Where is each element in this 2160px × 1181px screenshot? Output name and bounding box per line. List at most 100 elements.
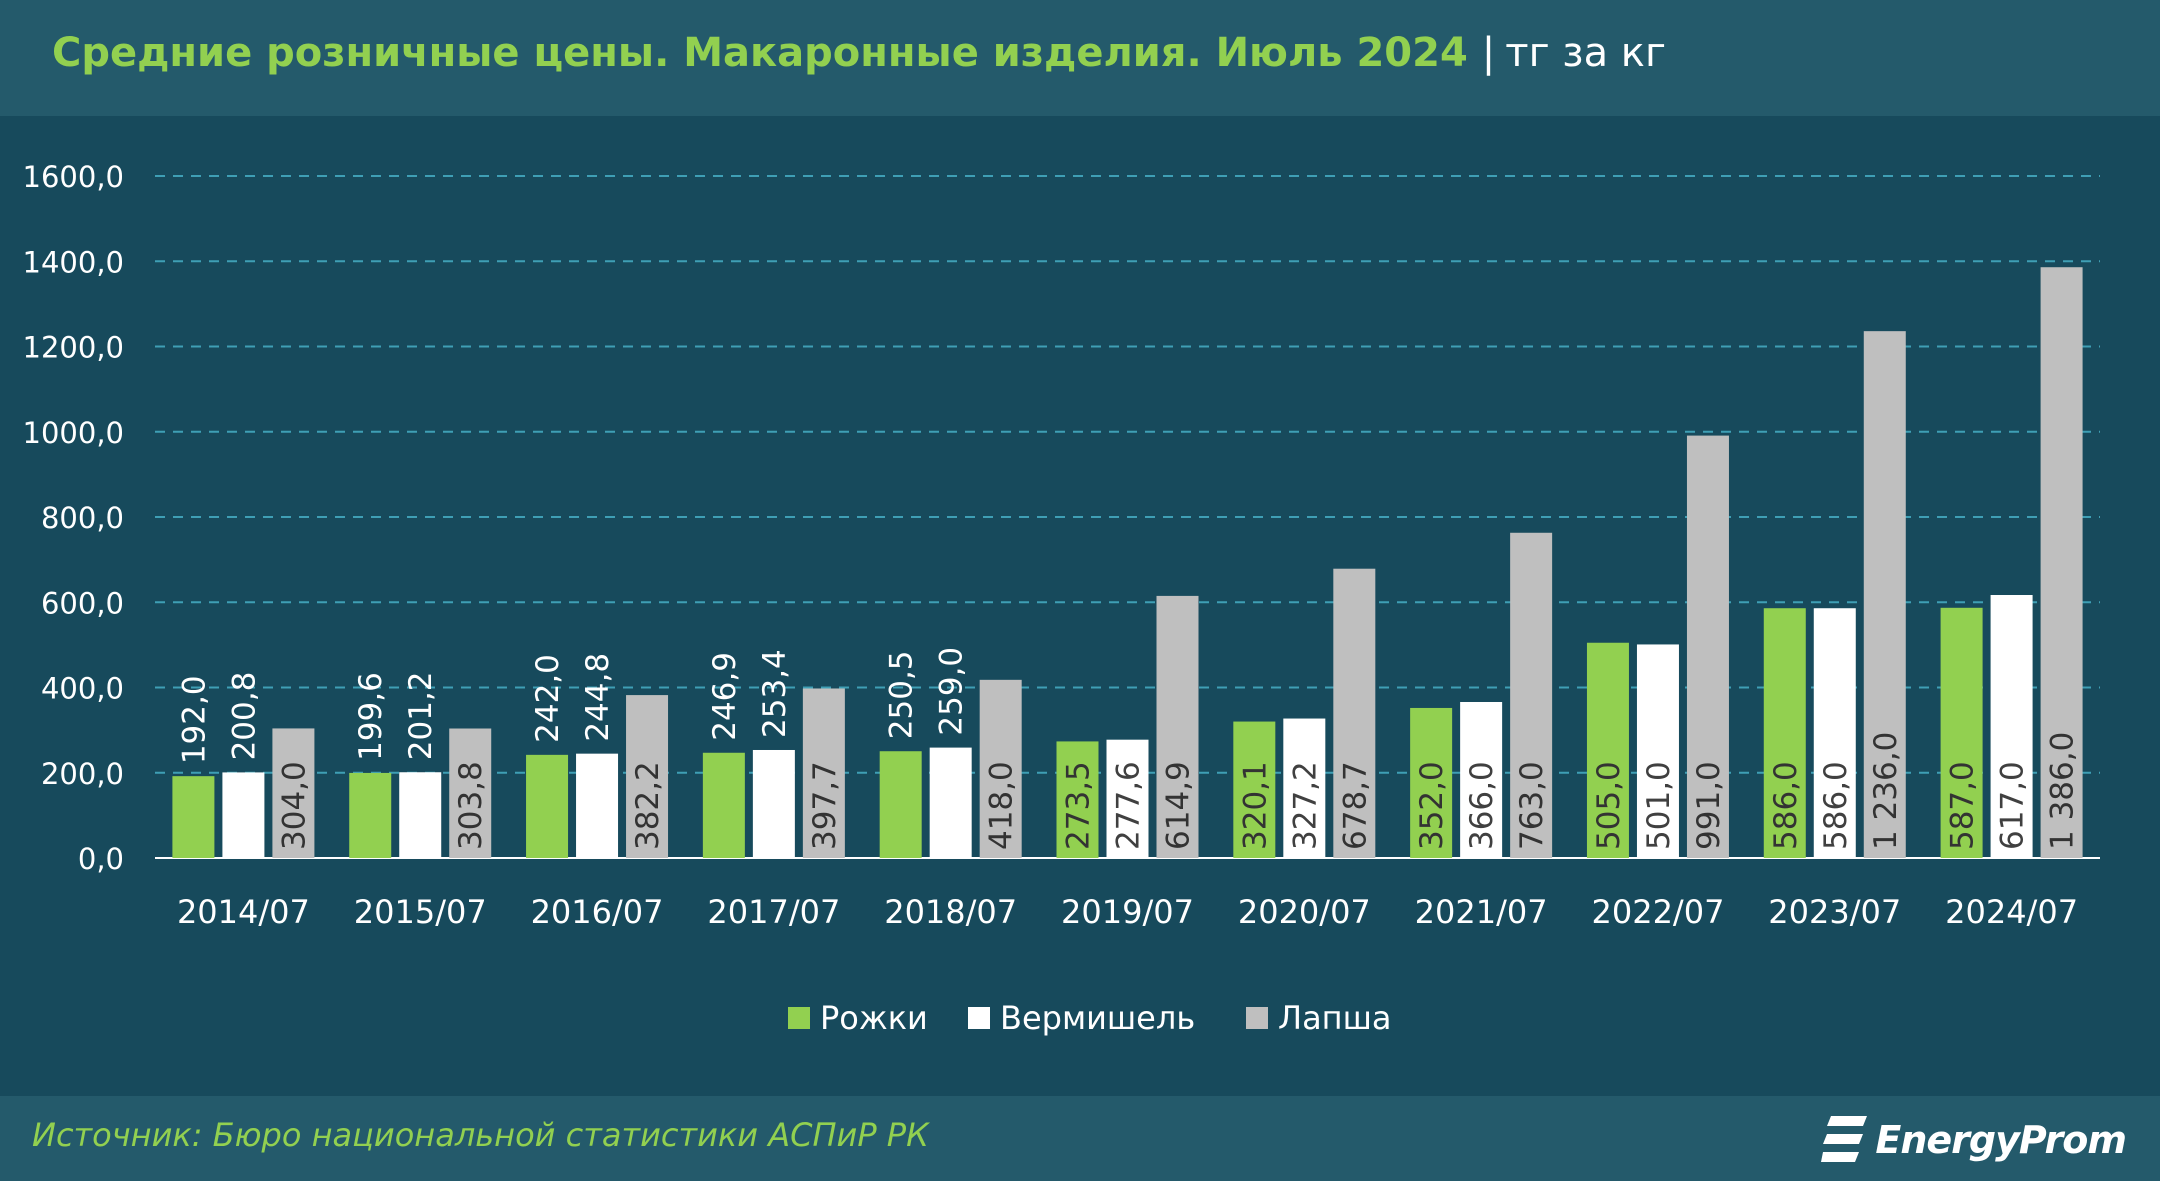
bar-Вермишель xyxy=(1106,739,1149,858)
data-label: 242,0 xyxy=(530,654,566,743)
data-label: 397,7 xyxy=(807,761,843,850)
bar-Рожки xyxy=(1410,707,1453,858)
y-tick-label: 0,0 xyxy=(78,842,124,876)
bar-Рожки xyxy=(526,754,569,858)
legend-label: Вермишель xyxy=(1000,999,1195,1037)
bar-Вермишель xyxy=(1636,644,1679,858)
data-label: 587,0 xyxy=(1945,761,1981,850)
data-label: 199,6 xyxy=(353,672,389,761)
x-tick-label: 2023/07 xyxy=(1768,893,1901,931)
bar-Рожки xyxy=(349,772,392,858)
data-label: 505,0 xyxy=(1591,761,1627,850)
bar-Лапша xyxy=(1686,435,1729,858)
bar-Лапша xyxy=(272,728,315,858)
footer: Источник: Бюро национальной статистики А… xyxy=(0,1096,2160,1181)
chart-title: Средние розничные цены. Макаронные издел… xyxy=(52,30,1666,76)
chart-area: 0,0 200,0 400,0 600,0 800,0 1000,0 1200,0 1400,… xyxy=(0,116,2160,1096)
x-tick-label: 2014/07 xyxy=(177,893,310,931)
data-label: 246,9 xyxy=(707,652,743,741)
legend-swatch xyxy=(968,1007,990,1029)
data-label: 617,0 xyxy=(1995,761,2031,850)
data-label: 192,0 xyxy=(176,675,212,764)
x-tick-label: 2020/07 xyxy=(1238,893,1371,931)
data-label: 277,6 xyxy=(1111,761,1147,850)
bar-Рожки xyxy=(1233,721,1276,858)
data-label: 304,0 xyxy=(276,761,312,850)
bar-Лапша xyxy=(449,728,492,858)
bar-Лапша xyxy=(1863,331,1906,858)
bar-chart: 0,0 200,0 400,0 600,0 800,0 1000,0 1200,0 1400,… xyxy=(23,160,2100,1037)
bar-Вермишель xyxy=(576,753,619,858)
bar-Рожки xyxy=(1056,741,1099,858)
data-label: 1 236,0 xyxy=(1868,732,1904,850)
bar-Лапша xyxy=(802,688,845,858)
data-label: 366,0 xyxy=(1464,761,1500,850)
data-label: 418,0 xyxy=(984,761,1020,850)
bar-Лапша xyxy=(626,695,669,858)
bar-Вермишель xyxy=(1813,608,1856,858)
bar-Вермишель xyxy=(1460,701,1503,858)
data-label: 200,8 xyxy=(226,672,262,761)
y-tick-label: 1600,0 xyxy=(23,160,124,194)
bar-Лапша xyxy=(979,679,1022,858)
y-tick-label: 1200,0 xyxy=(23,331,124,365)
x-tick-label: 2017/07 xyxy=(707,893,840,931)
data-label: 586,0 xyxy=(1818,761,1854,850)
data-label: 253,4 xyxy=(757,649,793,738)
x-tick-label: 2022/07 xyxy=(1591,893,1724,931)
x-tick-label: 2016/07 xyxy=(531,893,664,931)
data-label: 352,0 xyxy=(1414,761,1450,850)
chart-title-text: Средние розничные цены. Макаронные издел… xyxy=(52,30,1468,76)
y-tick-label: 400,0 xyxy=(41,672,124,706)
data-label: 763,0 xyxy=(1514,761,1550,850)
bar-Вермишель xyxy=(752,749,795,858)
y-tick-label: 1400,0 xyxy=(23,245,124,279)
bar-Лапша xyxy=(2040,267,2083,858)
bar-Вермишель xyxy=(1283,718,1326,858)
data-label: 382,2 xyxy=(630,761,666,850)
bar-Рожки xyxy=(1940,607,1983,858)
legend-label: Рожки xyxy=(820,999,928,1037)
bar-Вермишель xyxy=(222,772,265,858)
bar-Рожки xyxy=(1586,642,1629,858)
bar-Вермишель xyxy=(399,772,442,858)
bar-Вермишель xyxy=(1990,595,2033,858)
legend-label: Лапша xyxy=(1278,999,1391,1037)
energyprom-logo-icon xyxy=(1821,1116,1868,1162)
y-tick-label: 200,0 xyxy=(41,757,124,791)
legend-swatch xyxy=(788,1007,810,1029)
chart-unit: тг за кг xyxy=(1505,30,1666,76)
data-label: 259,0 xyxy=(934,647,970,736)
energyprom-logo: EnergyProm xyxy=(1821,1110,2127,1170)
data-label: 327,2 xyxy=(1287,761,1323,850)
data-label: 273,5 xyxy=(1061,761,1097,850)
logo-text: EnergyProm xyxy=(1875,1118,2127,1162)
bar-Рожки xyxy=(1763,608,1806,858)
x-tick-label: 2019/07 xyxy=(1061,893,1194,931)
data-label: 1 386,0 xyxy=(2045,732,2081,850)
y-tick-label: 800,0 xyxy=(41,501,124,535)
bar-Рожки xyxy=(702,752,745,858)
title-separator: | xyxy=(1481,30,1496,76)
header: Средние розничные цены. Макаронные издел… xyxy=(0,0,2160,116)
x-tick-label: 2024/07 xyxy=(1945,893,2078,931)
y-tick-label: 1000,0 xyxy=(23,416,124,450)
data-label: 501,0 xyxy=(1641,761,1677,850)
bar-Лапша xyxy=(1156,595,1199,858)
data-label: 303,8 xyxy=(453,761,489,850)
data-label: 586,0 xyxy=(1768,761,1804,850)
data-label: 991,0 xyxy=(1691,761,1727,850)
bar-Рожки xyxy=(879,751,922,858)
bar-Вермишель xyxy=(929,747,972,858)
bar-Лапша xyxy=(1333,568,1376,858)
x-tick-label: 2015/07 xyxy=(354,893,487,931)
x-tick-label: 2018/07 xyxy=(884,893,1017,931)
data-label: 320,1 xyxy=(1237,761,1273,850)
data-label: 250,5 xyxy=(884,650,920,739)
bar-Лапша xyxy=(1510,532,1553,858)
y-tick-label: 600,0 xyxy=(41,586,124,620)
source-note: Источник: Бюро национальной статистики А… xyxy=(32,1116,929,1154)
legend-swatch xyxy=(1246,1007,1268,1029)
data-label: 201,2 xyxy=(403,671,439,760)
data-label: 614,9 xyxy=(1161,761,1197,850)
